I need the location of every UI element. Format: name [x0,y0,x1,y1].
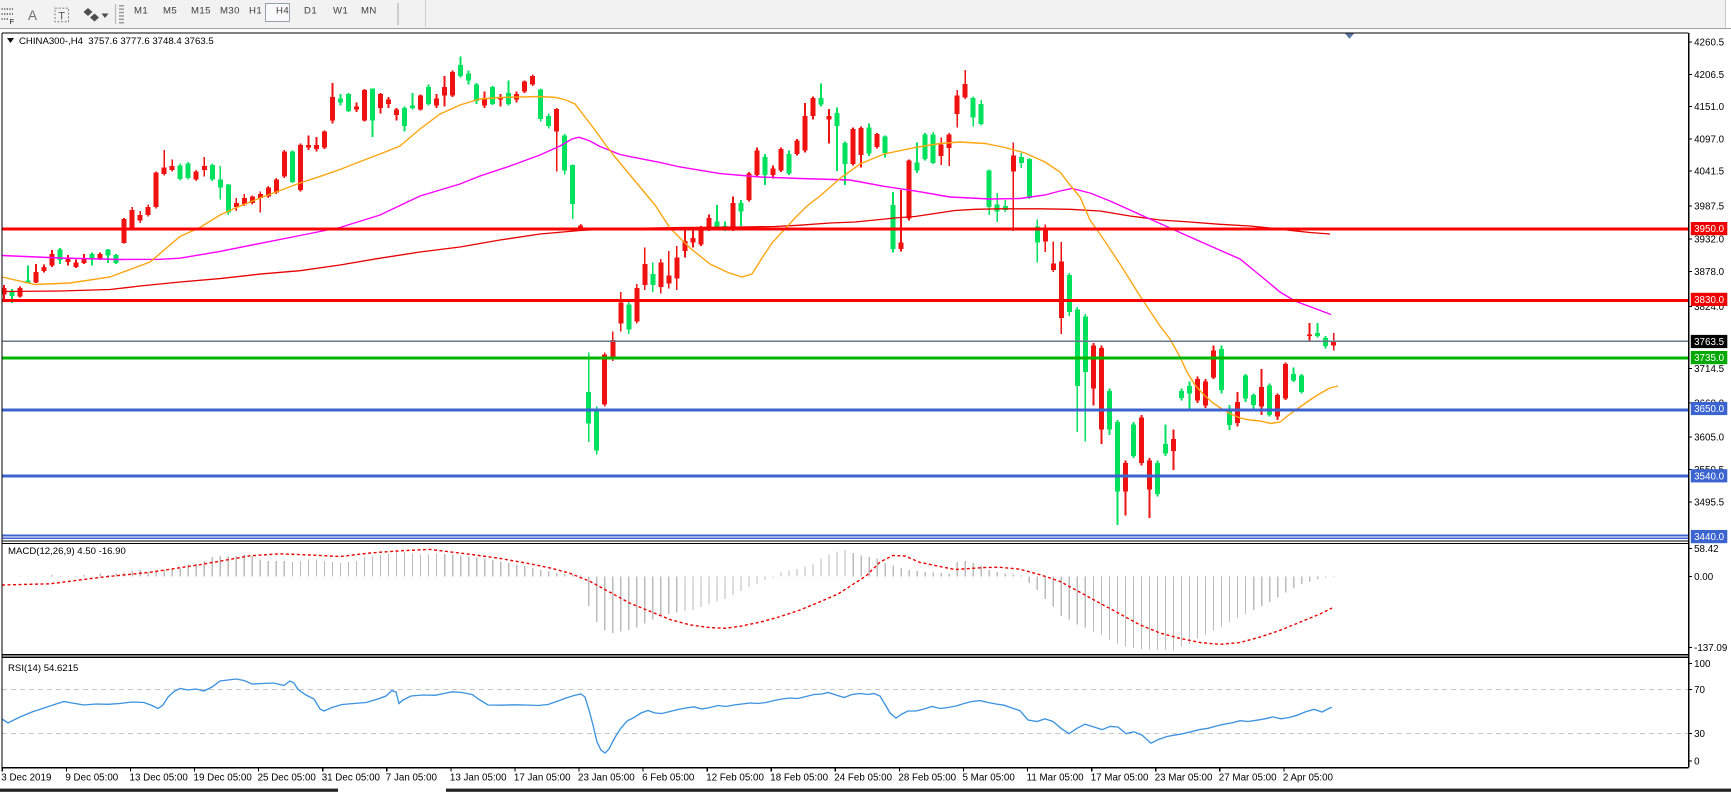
svg-text:2 Apr 05:00: 2 Apr 05:00 [1283,773,1334,784]
svg-text:F: F [10,17,15,26]
svg-text:5 Mar 05:00: 5 Mar 05:00 [963,773,1016,784]
svg-text:3878.0: 3878.0 [1694,267,1725,278]
svg-text:19 Dec 05:00: 19 Dec 05:00 [194,773,253,784]
svg-text:T: T [58,10,65,22]
svg-text:RSI(14) 54.6215: RSI(14) 54.6215 [8,663,78,674]
svg-text:31 Dec 05:00: 31 Dec 05:00 [322,773,381,784]
svg-text:58.42: 58.42 [1694,544,1719,555]
svg-text:7 Jan 05:00: 7 Jan 05:00 [386,773,438,784]
svg-text:-137.09: -137.09 [1694,643,1727,654]
svg-text:3950.0: 3950.0 [1694,224,1725,235]
svg-text:MACD(12,26,9) 4.50 -16.90: MACD(12,26,9) 4.50 -16.90 [8,546,126,557]
svg-text:3650.0: 3650.0 [1694,404,1725,415]
svg-text:70: 70 [1694,685,1705,696]
svg-text:17 Jan 05:00: 17 Jan 05:00 [514,773,571,784]
svg-text:13 Dec 05:00: 13 Dec 05:00 [130,773,189,784]
svg-text:3824.0: 3824.0 [1694,302,1725,313]
svg-text:CHINA300-,H4 3757.6 3777.6 37: CHINA300-,H4 3757.6 3777.6 3748.4 3763.5 [19,36,214,47]
svg-text:100: 100 [1694,659,1711,670]
svg-text:23 Mar 05:00: 23 Mar 05:00 [1155,773,1213,784]
svg-text:3714.5: 3714.5 [1694,364,1725,375]
svg-text:4151.0: 4151.0 [1694,102,1725,113]
svg-text:17 Mar 05:00: 17 Mar 05:00 [1091,773,1149,784]
svg-text:3763.5: 3763.5 [1694,337,1725,348]
svg-text:3987.5: 3987.5 [1694,201,1725,212]
svg-text:3830.0: 3830.0 [1694,295,1725,306]
svg-text:3440.0: 3440.0 [1694,532,1725,543]
svg-text:3495.5: 3495.5 [1694,497,1725,508]
svg-text:3540.0: 3540.0 [1694,471,1725,482]
svg-text:27 Mar 05:00: 27 Mar 05:00 [1219,773,1277,784]
svg-text:13 Jan 05:00: 13 Jan 05:00 [450,773,507,784]
svg-text:9 Dec 05:00: 9 Dec 05:00 [65,773,118,784]
svg-text:3 Dec 2019: 3 Dec 2019 [1,773,51,784]
svg-text:6 Feb 05:00: 6 Feb 05:00 [642,773,695,784]
svg-text:4206.5: 4206.5 [1694,70,1725,81]
svg-text:25 Dec 05:00: 25 Dec 05:00 [258,773,317,784]
svg-text:23 Jan 05:00: 23 Jan 05:00 [578,773,635,784]
svg-text:24 Feb 05:00: 24 Feb 05:00 [834,773,892,784]
svg-text:3932.0: 3932.0 [1694,234,1725,245]
svg-text:A: A [28,8,37,23]
svg-text:3605.0: 3605.0 [1694,432,1725,443]
svg-text:4260.5: 4260.5 [1694,37,1725,48]
svg-text:0.00: 0.00 [1694,572,1714,583]
svg-text:30: 30 [1694,729,1705,740]
svg-text:3735.0: 3735.0 [1694,353,1725,364]
svg-text:18 Feb 05:00: 18 Feb 05:00 [770,773,828,784]
svg-text:11 Mar 05:00: 11 Mar 05:00 [1027,773,1085,784]
svg-text:28 Feb 05:00: 28 Feb 05:00 [898,773,956,784]
svg-text:4097.0: 4097.0 [1694,134,1725,145]
svg-text:0: 0 [1694,756,1700,767]
svg-text:12 Feb 05:00: 12 Feb 05:00 [706,773,764,784]
svg-text:4041.5: 4041.5 [1694,166,1725,177]
